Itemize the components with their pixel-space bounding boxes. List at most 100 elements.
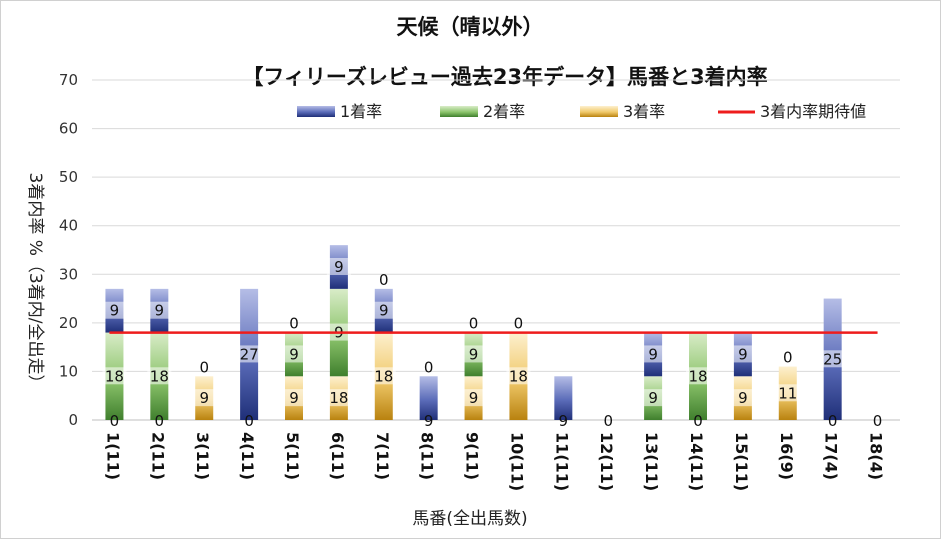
data-label-bg bbox=[282, 345, 306, 363]
data-label: 11 bbox=[778, 384, 797, 402]
data-label: 9 bbox=[289, 345, 299, 363]
x-tick-label: 3(11) bbox=[193, 432, 212, 480]
data-label-bg bbox=[326, 258, 351, 275]
legend-label-1: 1着率 bbox=[340, 102, 382, 121]
data-label: 9 bbox=[648, 389, 658, 407]
data-label: 25 bbox=[823, 350, 842, 368]
y-tick-label: 20 bbox=[59, 314, 78, 332]
y-tick-label: 0 bbox=[68, 411, 78, 429]
data-label-bg bbox=[102, 301, 127, 319]
chart-title: 天候（晴以外） bbox=[397, 15, 544, 39]
y-tick-label: 40 bbox=[59, 217, 78, 235]
x-tick-label: 17(4) bbox=[822, 432, 841, 480]
x-tick-label: 8(11) bbox=[418, 432, 437, 480]
x-tick-label: 13(11) bbox=[642, 432, 661, 491]
x-tick-label: 2(11) bbox=[148, 432, 167, 480]
data-label: 18 bbox=[150, 367, 169, 385]
x-tick-label: 18(4) bbox=[867, 432, 886, 480]
legend-label-2: 2着率 bbox=[483, 102, 525, 121]
data-label-bg bbox=[820, 350, 845, 368]
x-tick-label: 10(11) bbox=[507, 432, 526, 491]
data-label: 9 bbox=[738, 389, 748, 407]
data-label: 9 bbox=[469, 389, 479, 407]
x-axis-title: 馬番(全出馬数) bbox=[412, 509, 527, 529]
x-tick-label: 4(11) bbox=[238, 432, 257, 480]
data-label-bg bbox=[192, 389, 217, 407]
chart-subtitle: 【フィリーズレビュー過去23年データ】馬番と3着内率 bbox=[242, 65, 767, 89]
y-tick-label: 10 bbox=[59, 362, 78, 380]
y-axis-ticks: 0 10 20 30 40 50 60 70 bbox=[59, 71, 78, 429]
legend-swatch-3 bbox=[580, 106, 618, 117]
data-label: 18 bbox=[329, 389, 348, 407]
x-tick-label: 15(11) bbox=[732, 432, 751, 491]
data-label: 0 bbox=[514, 315, 524, 333]
x-axis-ticks: 1(11) 2(11) 3(11) 4(11) 5(11) 6(11) 7(11) 8(11)… bbox=[103, 432, 885, 491]
x-tick-label: 7(11) bbox=[373, 432, 392, 480]
data-label-bg bbox=[371, 301, 396, 319]
data-label: 9 bbox=[155, 302, 165, 320]
data-label: 9 bbox=[738, 345, 748, 363]
data-label: 0 bbox=[828, 412, 838, 430]
data-label-bg bbox=[371, 367, 396, 385]
data-label: 9 bbox=[289, 389, 299, 407]
x-tick-label: 16(9) bbox=[777, 432, 796, 480]
data-label: 9 bbox=[379, 302, 389, 320]
data-label: 9 bbox=[559, 412, 569, 430]
data-label: 0 bbox=[110, 412, 120, 430]
y-tick-label: 50 bbox=[59, 168, 78, 186]
data-label: 9 bbox=[334, 258, 344, 276]
data-label-bg bbox=[147, 301, 172, 319]
data-label-bg bbox=[641, 345, 666, 363]
data-label-bg bbox=[775, 384, 800, 402]
legend-swatch-1 bbox=[297, 106, 335, 117]
data-label: 0 bbox=[783, 349, 793, 367]
legend-label-3: 3着率 bbox=[623, 102, 665, 121]
data-label-bg bbox=[641, 389, 666, 407]
data-label-bg bbox=[102, 367, 127, 385]
data-label: 0 bbox=[873, 412, 883, 430]
data-label-bg bbox=[461, 389, 486, 407]
bar-segment bbox=[554, 376, 573, 420]
data-label: 0 bbox=[199, 358, 209, 376]
data-label: 0 bbox=[693, 412, 703, 430]
data-label: 0 bbox=[379, 271, 389, 289]
data-label-bg bbox=[237, 345, 262, 363]
x-tick-label: 1(11) bbox=[103, 432, 122, 480]
x-tick-label: 6(11) bbox=[328, 432, 347, 480]
legend-swatch-2 bbox=[440, 106, 478, 117]
x-tick-label: 14(11) bbox=[687, 432, 706, 491]
data-label-bg bbox=[326, 389, 351, 407]
data-label-bg bbox=[686, 367, 710, 385]
data-label: 9 bbox=[110, 302, 120, 320]
data-label: 18 bbox=[105, 367, 124, 385]
x-tick-label: 9(11) bbox=[463, 432, 482, 480]
data-label: 27 bbox=[240, 345, 259, 363]
data-labels: 18 9 0 18 9 0 9 0 27 0 9 9 0 18 9 9 18 9 0 9 0 9 9 0 18 0 9 0 9 9 18 0 9… bbox=[102, 258, 882, 430]
gridlines bbox=[92, 79, 900, 421]
data-label: 0 bbox=[244, 412, 254, 430]
data-label: 0 bbox=[424, 358, 434, 376]
data-label: 0 bbox=[155, 412, 165, 430]
y-tick-label: 30 bbox=[59, 265, 78, 283]
y-tick-label: 60 bbox=[59, 120, 78, 138]
y-axis-title: 3着内率 %（3着内/全出走） bbox=[25, 173, 45, 392]
data-label-bg bbox=[730, 345, 755, 363]
x-tick-label: 5(11) bbox=[283, 432, 302, 480]
data-label: 0 bbox=[289, 315, 299, 333]
data-label-bg bbox=[730, 389, 755, 407]
data-label-bg bbox=[147, 367, 172, 385]
data-label-bg bbox=[506, 367, 531, 385]
y-tick-label: 70 bbox=[59, 71, 78, 89]
data-label: 9 bbox=[648, 345, 658, 363]
data-label: 18 bbox=[374, 367, 393, 385]
data-label: 9 bbox=[469, 345, 479, 363]
data-label: 9 bbox=[424, 412, 434, 430]
data-label-bg bbox=[282, 389, 306, 407]
data-label-bg bbox=[461, 345, 486, 363]
x-tick-label: 11(11) bbox=[552, 432, 571, 491]
legend: 1着率 2着率 3着率 3着内率期待値 bbox=[297, 102, 866, 121]
bar-segment bbox=[419, 376, 438, 420]
data-label: 0 bbox=[469, 315, 479, 333]
legend-label-line: 3着内率期待値 bbox=[760, 102, 866, 121]
